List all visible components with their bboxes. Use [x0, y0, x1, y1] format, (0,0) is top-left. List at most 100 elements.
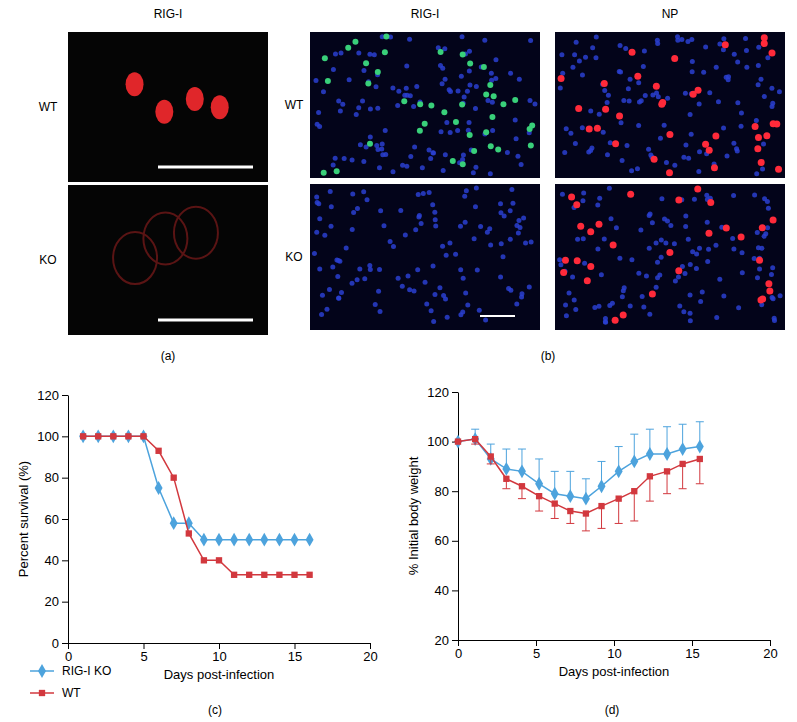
nucleus	[395, 103, 400, 108]
tick: 20	[763, 640, 777, 661]
nucleus	[725, 154, 730, 159]
nucleus	[383, 152, 388, 157]
nucleus	[664, 160, 669, 165]
error-bar	[696, 459, 704, 484]
tick: 0	[52, 636, 68, 651]
nucleus	[756, 63, 761, 68]
marker	[216, 557, 222, 563]
error-bar-cap	[679, 488, 687, 489]
nucleus	[356, 51, 361, 56]
nucleus	[433, 217, 438, 222]
nucleus	[599, 272, 604, 277]
micrograph	[555, 32, 785, 178]
stain	[467, 132, 473, 138]
nucleus	[658, 136, 663, 141]
nucleus	[628, 77, 633, 82]
nucleus	[608, 140, 613, 145]
nucleus	[378, 309, 383, 314]
nucleus	[641, 64, 646, 69]
nucleus	[646, 147, 651, 152]
nucleus	[462, 95, 467, 100]
marker	[231, 572, 237, 578]
stain	[321, 170, 327, 176]
nucleus	[360, 99, 365, 104]
x-axis: 05101520	[455, 640, 778, 661]
nucleus	[558, 262, 563, 267]
nucleus	[432, 210, 437, 215]
stain	[754, 145, 761, 152]
nucleus	[757, 267, 762, 272]
marker	[696, 440, 704, 454]
nucleus	[563, 302, 568, 307]
nucleus	[317, 124, 322, 129]
row-label: WT	[285, 98, 304, 112]
nucleus	[735, 100, 740, 105]
marker	[567, 508, 573, 514]
tick: 20	[45, 594, 68, 609]
x-axis: 05101520	[65, 643, 378, 664]
nucleus	[430, 202, 435, 207]
nucleus	[333, 156, 338, 161]
tick-mark	[452, 392, 458, 393]
tick: 100	[37, 429, 68, 444]
nucleus	[560, 71, 565, 76]
marker	[664, 468, 670, 474]
nucleus	[408, 154, 413, 159]
series	[454, 436, 704, 531]
nucleus	[367, 263, 372, 268]
marker	[124, 429, 132, 443]
nucleus	[650, 220, 655, 225]
nucleus	[411, 104, 416, 109]
error-bar	[663, 471, 671, 493]
nucleus	[455, 128, 460, 133]
nucleus	[575, 237, 580, 242]
micrograph-background	[68, 32, 268, 182]
marker	[275, 533, 283, 547]
nucleus	[609, 216, 614, 221]
nucleus	[610, 301, 615, 306]
nucleus	[721, 36, 726, 41]
stain	[512, 97, 518, 103]
stain	[487, 82, 493, 88]
tick: 60	[45, 512, 68, 527]
nucleus	[338, 108, 343, 113]
nucleus	[601, 130, 606, 135]
micrograph-background	[555, 184, 785, 330]
nucleus	[607, 186, 612, 191]
marker	[630, 455, 638, 469]
micrograph-background	[310, 184, 540, 330]
stain	[671, 55, 678, 62]
nucleus	[686, 156, 691, 161]
nucleus	[333, 52, 338, 57]
marker	[488, 453, 494, 459]
marker	[598, 479, 606, 493]
chart: 05101520020406080100120Days post-infecti…	[16, 388, 378, 717]
nucleus	[731, 141, 736, 146]
nucleus	[602, 88, 607, 93]
nucleus	[744, 65, 749, 70]
nucleus	[614, 225, 619, 230]
nucleus	[654, 90, 659, 95]
nucleus	[488, 171, 493, 176]
marker	[471, 432, 479, 446]
figure: RIG-IWTKO(a)RIG-INPWTKO(b)05101520020406…	[0, 0, 797, 722]
tick-label: 100	[37, 429, 59, 444]
series	[454, 422, 704, 506]
error-bar-cap	[551, 518, 559, 519]
stain	[773, 120, 780, 127]
marker	[679, 442, 687, 456]
marker	[552, 500, 558, 506]
nucleus	[726, 74, 731, 79]
stain	[573, 201, 580, 208]
nucleus	[636, 80, 641, 85]
nucleus	[714, 315, 719, 320]
stain	[586, 126, 593, 133]
marker	[186, 530, 192, 536]
nucleus	[605, 100, 610, 105]
tick-mark	[62, 560, 68, 561]
nucleus	[368, 106, 373, 111]
nucleus	[502, 213, 507, 218]
stain	[422, 121, 428, 127]
nucleus	[617, 69, 622, 74]
nucleus	[713, 243, 718, 248]
